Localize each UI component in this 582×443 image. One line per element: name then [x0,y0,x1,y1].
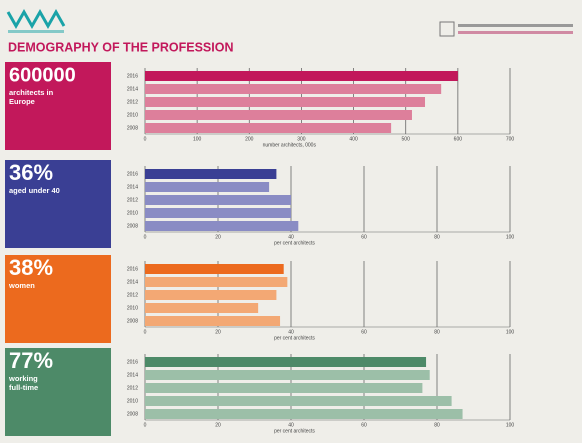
bar [145,182,270,192]
x-tick-label: 0 [144,329,147,335]
x-axis-label: per cent architects [274,428,315,434]
partner-logo [439,21,455,37]
category-label: 2008 [127,411,138,417]
bar [145,316,281,326]
headline: 36% [9,160,53,185]
x-tick-label: 40 [288,329,294,335]
x-axis-label: per cent architects [274,240,315,246]
bar [145,84,442,94]
x-tick-label: 60 [361,422,367,428]
category-label: 2010 [127,112,138,118]
headline-panel [5,62,111,150]
category-label: 2016 [127,171,138,177]
category-label: 2012 [127,292,138,298]
caption: aged under 40 [9,186,60,195]
x-tick-label: 60 [361,329,367,335]
caption: working full-time [8,374,38,392]
bar [145,195,291,205]
category-label: 2016 [127,266,138,272]
x-tick-label: 20 [215,329,221,335]
x-tick-label: 80 [434,422,440,428]
bar [145,396,452,406]
category-label: 2014 [127,279,138,285]
x-tick-label: 100 [506,422,515,428]
bar [145,123,392,133]
logo-text [8,30,64,33]
x-axis-label: number architects, 000s [263,142,317,148]
bar [145,303,259,313]
category-label: 2012 [127,197,138,203]
category-label: 2010 [127,210,138,216]
x-tick-label: 80 [434,234,440,240]
x-tick-label: 0 [144,136,147,142]
category-label: 2012 [127,99,138,105]
x-tick-label: 600 [454,136,463,142]
bar [145,370,430,380]
x-tick-label: 100 [193,136,202,142]
headline-panel [5,348,111,436]
headline: 38% [9,255,53,280]
x-tick-label: 40 [288,234,294,240]
category-label: 2014 [127,184,138,190]
x-tick-label: 100 [506,329,515,335]
partner-logo-text [458,24,573,27]
category-label: 2010 [127,305,138,311]
bar [145,290,277,300]
bar [145,97,426,107]
bar [145,208,291,218]
x-tick-label: 20 [215,234,221,240]
caption: architects in Europe [9,88,54,106]
partner-logo-text [458,31,573,34]
x-tick-label: 700 [506,136,515,142]
category-label: 2014 [127,86,138,92]
x-tick-label: 20 [215,422,221,428]
bar [145,264,284,274]
x-tick-label: 40 [288,422,294,428]
category-label: 2010 [127,398,138,404]
x-tick-label: 0 [144,422,147,428]
x-tick-label: 100 [506,234,515,240]
x-tick-label: 500 [402,136,411,142]
category-label: 2008 [127,318,138,324]
category-label: 2008 [127,223,138,229]
category-label: 2016 [127,73,138,79]
category-label: 2014 [127,372,138,378]
headline: 77% [9,348,53,373]
x-tick-label: 200 [245,136,254,142]
bar [145,110,412,120]
page-title: DEMOGRAPHY OF THE PROFESSION [8,40,234,54]
x-tick-label: 60 [361,234,367,240]
x-tick-label: 300 [297,136,306,142]
bar [145,71,458,81]
bar [145,221,299,231]
bar [145,409,463,419]
bar [145,357,427,367]
category-label: 2012 [127,385,138,391]
headline-panel [5,160,111,248]
x-tick-label: 80 [434,329,440,335]
bar [145,383,423,393]
headline-panel [5,255,111,343]
bar [145,277,288,287]
x-tick-label: 0 [144,234,147,240]
logo [6,8,66,30]
caption: women [8,281,35,290]
bar [145,169,277,179]
headline: 600000 [9,64,76,86]
x-axis-label: per cent architects [274,335,315,341]
category-label: 2008 [127,125,138,131]
category-label: 2016 [127,359,138,365]
x-tick-label: 400 [349,136,358,142]
